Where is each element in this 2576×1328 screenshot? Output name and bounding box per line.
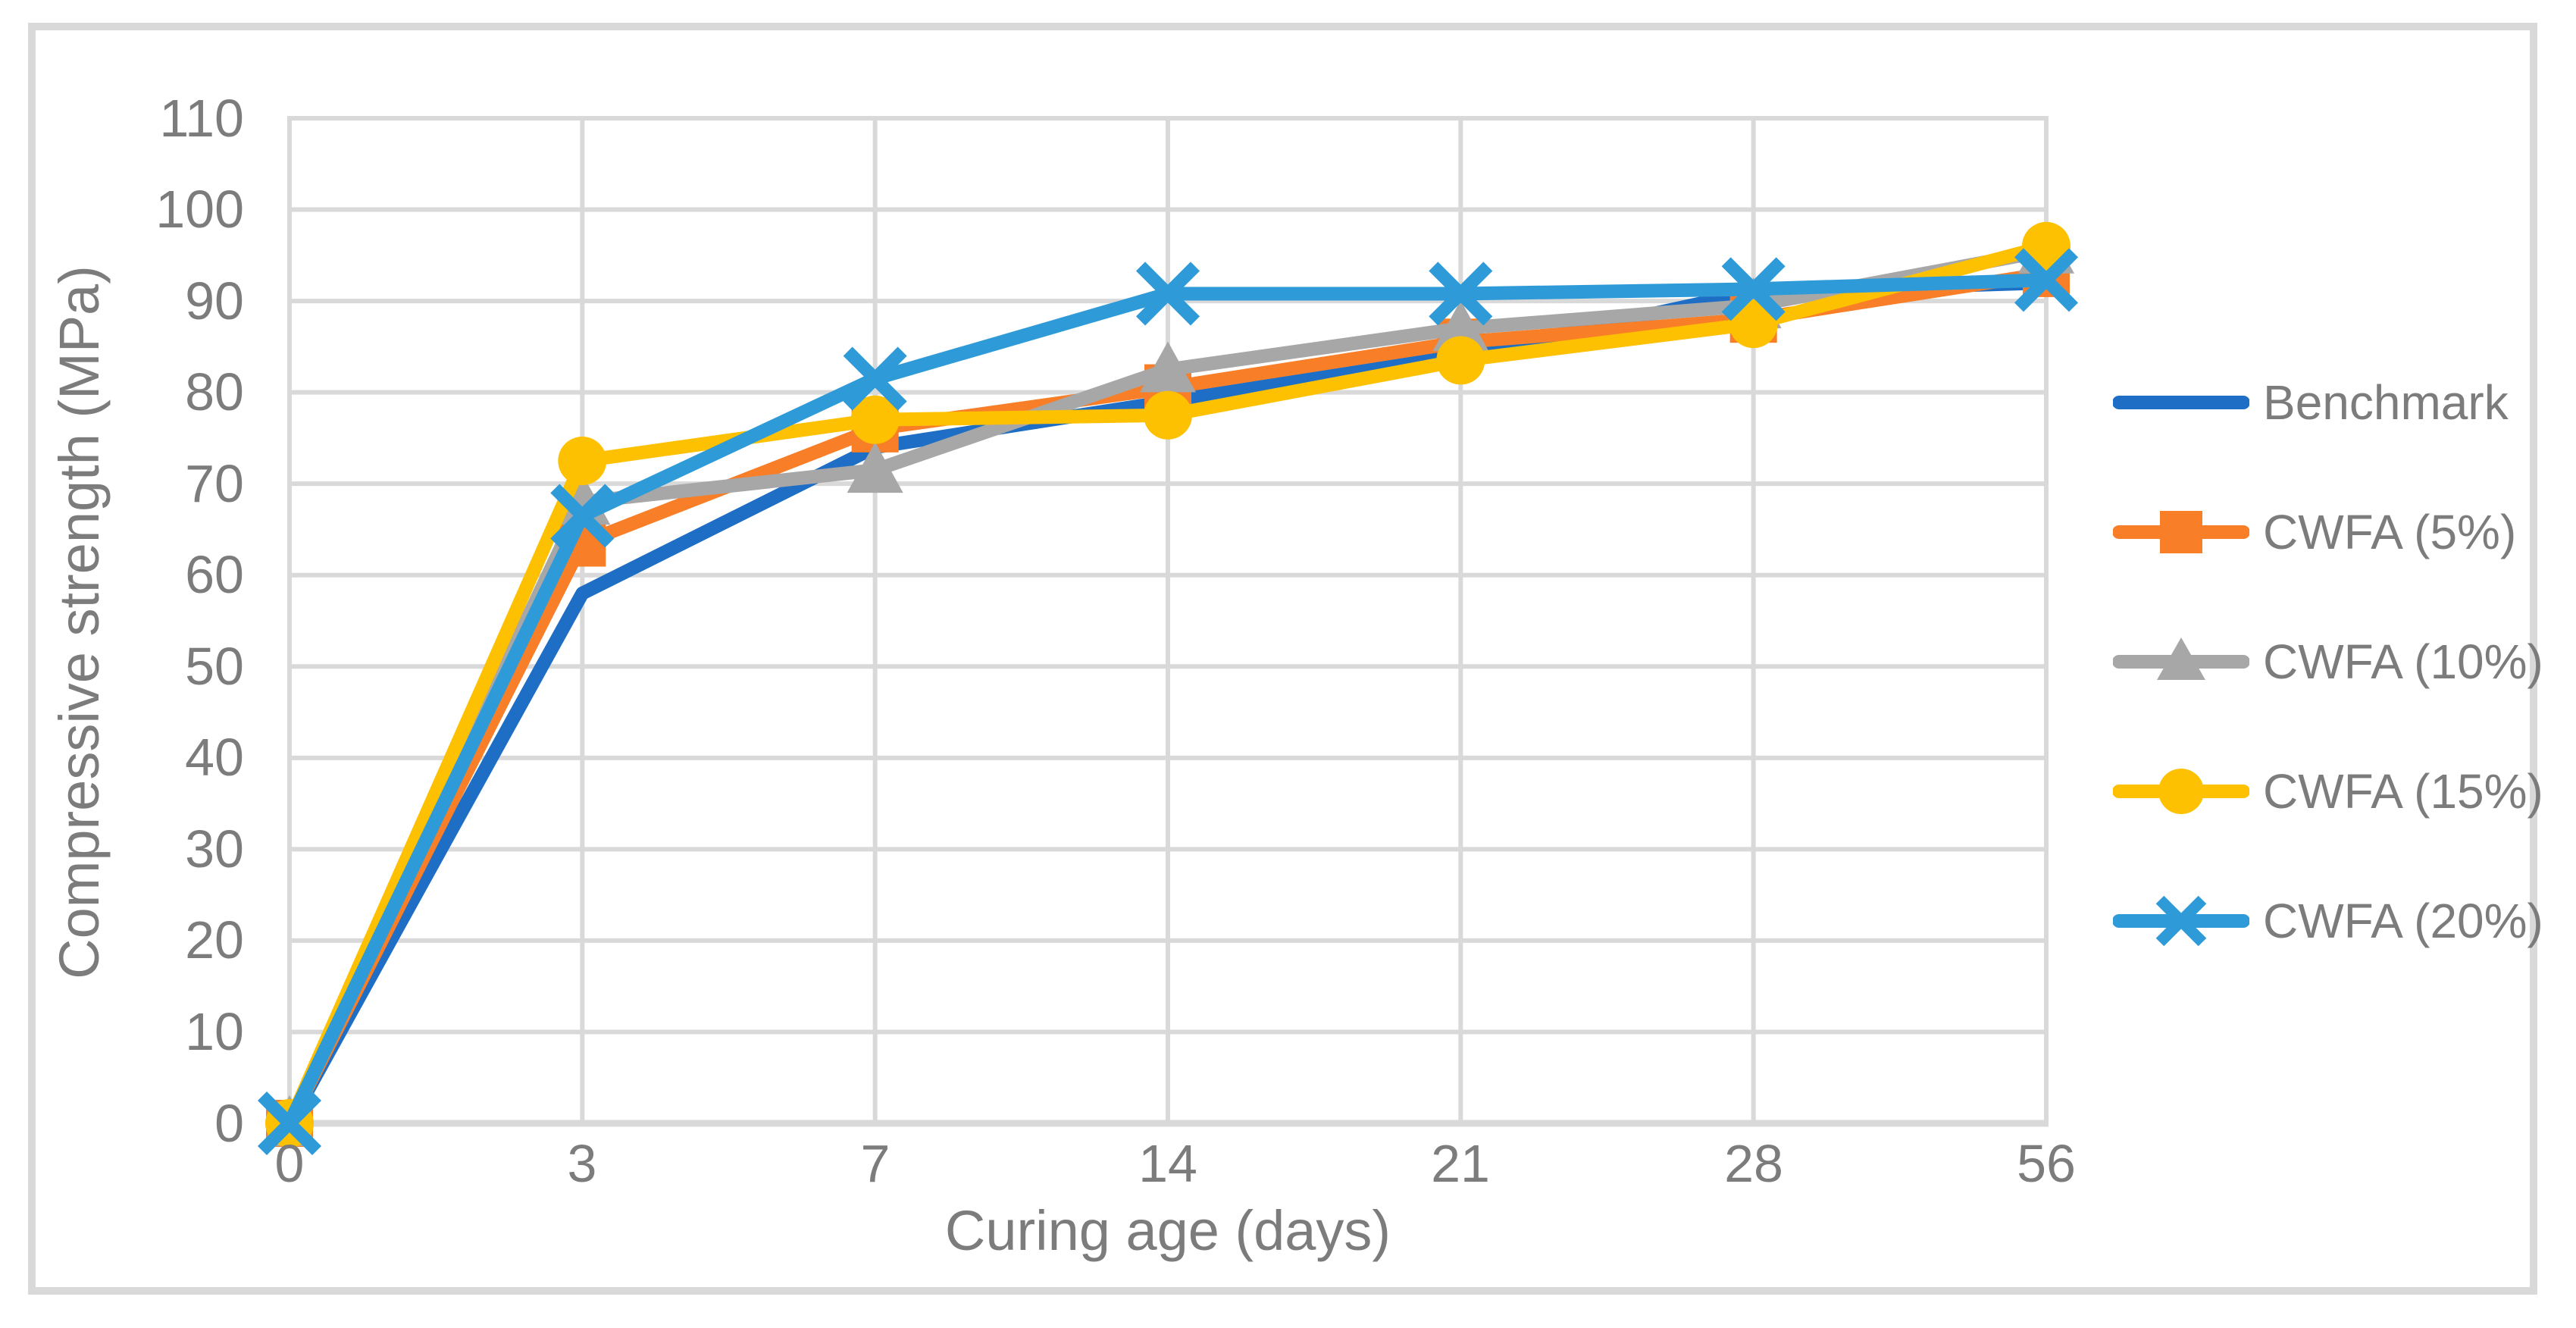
y-axis-title: Compressive strength (MPa) [48,265,111,979]
y-tick-label: 100 [155,180,244,239]
x-axis-title: Curing age (days) [944,1199,1391,1262]
legend-entry-benchmark: Benchmark [2113,372,2509,433]
x-tick-label: 21 [1431,1134,1490,1193]
y-tick-label: 90 [185,271,244,330]
legend-label: Benchmark [2263,375,2509,430]
legend-line-benchmark-icon [2113,396,2249,409]
legend-line-circle-icon [2113,769,2249,814]
legend-line-square-icon [2113,511,2249,553]
x-tick-label: 56 [2017,1134,2076,1193]
legend-entry-cwfa-5: CWFA (5%) [2113,502,2516,562]
y-tick-label: 20 [185,910,244,969]
legend-label: CWFA (20%) [2263,894,2543,948]
y-tick-label: 70 [185,454,244,513]
legend-line-triangle-icon [2113,637,2249,680]
legend-entry-cwfa-20: CWFA (20%) [2113,891,2543,951]
legend-entry-cwfa-10: CWFA (10%) [2113,631,2543,692]
y-tick-label: 40 [185,728,244,787]
x-tick-label: 28 [1724,1134,1783,1193]
x-tick-label: 0 [274,1134,305,1193]
legend-label: CWFA (5%) [2263,505,2517,559]
legend-label: CWFA (10%) [2263,634,2543,689]
x-tick-label: 3 [567,1134,597,1193]
legend-entry-cwfa-15: CWFA (15%) [2113,761,2543,822]
legend-label: CWFA (15%) [2263,764,2543,819]
y-tick-label: 60 [185,545,244,604]
y-tick-label: 110 [159,89,244,148]
y-tick-label: 0 [214,1094,244,1153]
y-tick-label: 50 [185,637,244,696]
x-tick-label: 7 [860,1134,890,1193]
y-tick-label: 30 [185,819,244,879]
x-tick-label: 14 [1138,1134,1197,1193]
legend-line-x-marker-icon [2113,895,2249,947]
y-tick-label: 80 [185,362,244,421]
y-tick-label: 10 [185,1002,244,1061]
